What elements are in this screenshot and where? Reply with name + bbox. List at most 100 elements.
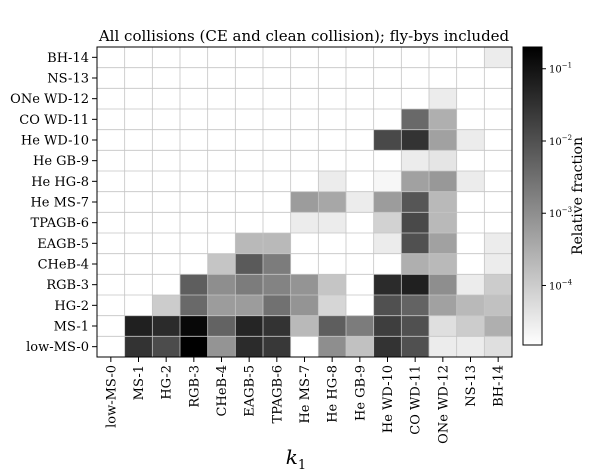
heatmap-cell xyxy=(429,109,457,130)
x-tick-label: He GB-9 xyxy=(353,365,368,421)
y-tick-label: RGB-3 xyxy=(46,278,89,293)
heatmap-cell xyxy=(373,336,402,357)
y-tick-label: HG-2 xyxy=(54,299,89,314)
heatmap-cell xyxy=(401,295,429,316)
x-tick-label: EAGB-5 xyxy=(243,365,258,417)
heatmap-cell xyxy=(124,315,153,337)
heatmap-cell xyxy=(429,150,457,171)
heatmap-cell xyxy=(235,233,263,254)
heatmap-cell xyxy=(235,315,263,337)
heatmap-cell xyxy=(235,274,263,295)
colorbar-tick-base: 10 xyxy=(549,65,562,76)
y-tick-label: CO WD-11 xyxy=(19,113,89,128)
heatmap-cell xyxy=(401,212,429,233)
heatmap-cell xyxy=(290,274,319,295)
heatmap-cell xyxy=(346,336,374,357)
x-tick-label: RGB-3 xyxy=(187,365,202,408)
x-tick-label: He MS-7 xyxy=(298,365,313,424)
heatmap-cell xyxy=(263,274,291,295)
x-tick-label: NS-13 xyxy=(464,365,479,407)
x-tick-label: BH-14 xyxy=(492,365,507,407)
x-tick-label: TPAGB-6 xyxy=(270,365,285,423)
y-tick-label: MS-1 xyxy=(54,320,89,335)
heatmap-cell xyxy=(152,315,180,337)
heatmap-cell xyxy=(484,336,512,357)
heatmap-cell xyxy=(484,47,512,68)
heatmap-cell xyxy=(318,336,346,357)
colorbar-label: Relative fraction xyxy=(570,137,586,255)
heatmap-cell xyxy=(456,336,485,357)
heatmap-cell xyxy=(373,295,402,316)
heatmap-cell xyxy=(401,191,429,213)
y-tick-label: He WD-10 xyxy=(21,134,89,149)
heatmap-cell xyxy=(124,336,153,357)
heatmap-cell xyxy=(235,295,263,316)
heatmap-cell xyxy=(180,274,208,295)
heatmap-cell xyxy=(401,150,429,171)
heatmap-cell xyxy=(429,88,457,109)
heatmap-cell xyxy=(484,274,512,295)
colorbar-tick-label: 10−1 xyxy=(549,62,572,76)
x-axis-label-subscript: 1 xyxy=(298,458,306,472)
heatmap-cell xyxy=(429,171,457,192)
heatmap-cell xyxy=(207,295,236,316)
heatmap-cell xyxy=(429,253,457,275)
heatmap-cell xyxy=(401,336,429,357)
heatmap-cell xyxy=(429,212,457,233)
heatmap-cell xyxy=(373,233,402,254)
heatmap-cell xyxy=(401,129,429,151)
heatmap-cell xyxy=(429,129,457,151)
y-tick-label: BH-14 xyxy=(47,51,89,66)
heatmap-cell xyxy=(373,274,402,295)
heatmap-cell xyxy=(456,274,485,295)
heatmap-cell xyxy=(152,295,180,316)
heatmap-cell xyxy=(290,295,319,316)
heatmap-cell xyxy=(290,315,319,337)
colorbar xyxy=(522,46,543,346)
y-tick-label: ONe WD-12 xyxy=(10,92,89,107)
heatmap-cell xyxy=(456,295,485,316)
y-tick-label: He GB-9 xyxy=(33,154,89,169)
colorbar-tick-label: 10−4 xyxy=(549,278,573,292)
heatmap-cell xyxy=(484,253,512,275)
heatmap-cell xyxy=(180,295,208,316)
heatmap-cell xyxy=(235,253,263,275)
heatmap-cell xyxy=(152,336,180,357)
colorbar-tick-base: 10 xyxy=(549,209,562,220)
heatmap-cell xyxy=(456,315,485,337)
heatmap-cell xyxy=(401,233,429,254)
heatmap-cell xyxy=(456,171,485,192)
y-tick-label: He MS-7 xyxy=(30,196,89,211)
heatmap-cell xyxy=(290,212,319,233)
y-tick-label: EAGB-5 xyxy=(37,237,89,252)
heatmap-cell xyxy=(401,171,429,192)
colorbar-tick-exponent: −2 xyxy=(562,134,572,142)
heatmap-cell xyxy=(263,295,291,316)
heatmap-cell xyxy=(207,336,236,357)
x-axis-ticks: low-MS-0 MS-1 HG-2 RGB-3 CHeB-4 EAGB-5 TPAGB-6… xyxy=(104,357,507,444)
heatmap-cell xyxy=(373,315,402,337)
heatmap-cell xyxy=(429,336,457,357)
heatmap-cell xyxy=(207,315,236,337)
heatmap-cell xyxy=(263,233,291,254)
heatmap-cell xyxy=(263,336,291,357)
y-axis-ticks: BH-14 NS-13 ONe WD-12 CO WD-11 He WD-10 He GB… xyxy=(10,51,97,355)
heatmap-cell xyxy=(235,336,263,357)
heatmap-cell xyxy=(290,191,319,213)
colorbar-tick-base: 10 xyxy=(549,281,562,292)
x-tick-label: CHeB-4 xyxy=(215,365,230,416)
heatmap-cell xyxy=(207,253,236,275)
heatmap-cell xyxy=(318,212,346,233)
x-tick-label: MS-1 xyxy=(132,365,147,400)
heatmap-cell xyxy=(207,274,236,295)
colorbar-tick-label: 10−2 xyxy=(549,134,572,148)
heatmap-cell xyxy=(318,315,346,337)
y-tick-label: CHeB-4 xyxy=(38,258,89,273)
heatmap-cell xyxy=(401,274,429,295)
x-axis-label-main: k xyxy=(286,445,298,469)
heatmap-cell xyxy=(318,191,346,213)
colorbar-tick-label: 10−3 xyxy=(549,206,572,220)
colorbar-tick-exponent: −4 xyxy=(562,278,573,286)
colorbar-tick-exponent: −1 xyxy=(562,62,572,70)
